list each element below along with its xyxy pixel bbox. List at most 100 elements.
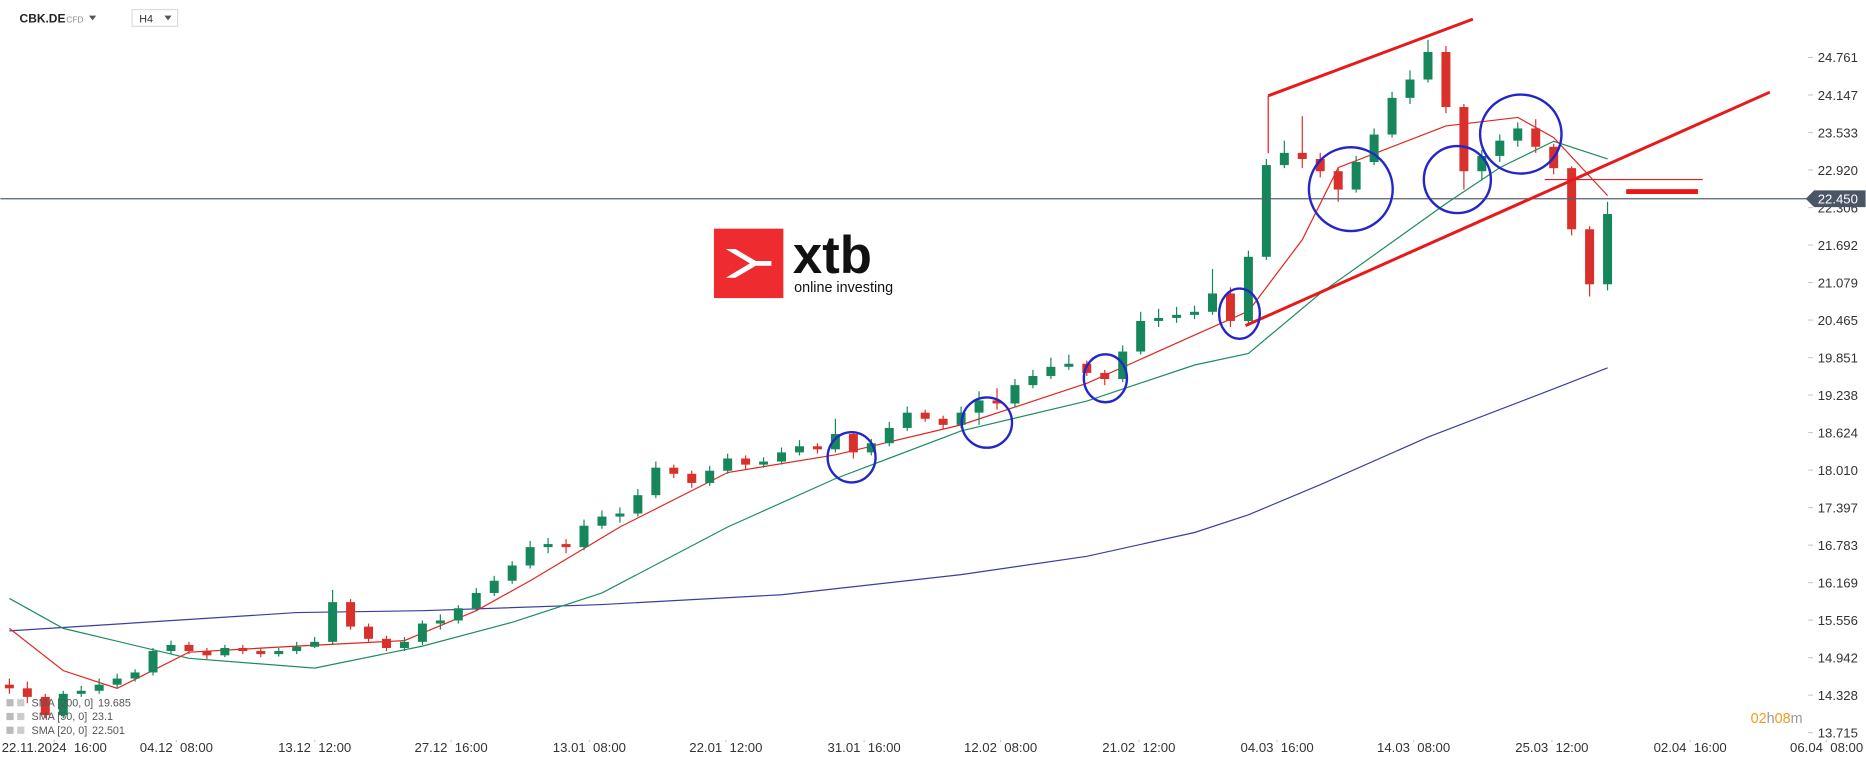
candle-body — [866, 443, 876, 453]
candle-body — [1243, 256, 1253, 321]
y-tick-label: 17.397 — [1818, 500, 1858, 515]
legend-icon — [6, 712, 14, 721]
legend-entry: SMA [50, 0] 23.1 — [32, 711, 113, 723]
candle-body — [1010, 385, 1020, 404]
candle-body — [274, 651, 284, 655]
candle-body — [76, 690, 86, 694]
y-tick-label: 18.010 — [1818, 463, 1858, 478]
candle-body — [1315, 158, 1325, 172]
circle-marker — [1422, 144, 1493, 215]
candle-body — [1154, 317, 1164, 321]
candle-body — [346, 602, 356, 627]
candle-body — [1136, 320, 1146, 352]
candle-body — [1495, 140, 1505, 156]
candle-body — [1046, 366, 1056, 376]
candle-body — [633, 495, 643, 514]
candle-body — [1100, 372, 1110, 380]
candle-body — [238, 647, 248, 652]
legend-icon — [17, 712, 25, 721]
x-tick-label: 22.11.2024 16:00 — [2, 740, 107, 755]
interval-dropdown[interactable] — [164, 15, 172, 21]
candle-body — [94, 684, 104, 691]
circle-marker — [1217, 287, 1262, 340]
legend-icon — [17, 726, 25, 734]
price-tag — [1805, 190, 1866, 208]
candle-body — [1261, 165, 1271, 257]
candle-body — [597, 516, 607, 526]
candle-body — [902, 412, 912, 428]
x-tick-label: 13.12 12:00 — [278, 740, 351, 755]
logo-tagline: online investing — [794, 280, 893, 296]
candle-body — [184, 644, 194, 652]
candle-body — [705, 470, 715, 483]
circle-marker — [960, 396, 1014, 449]
circle-marker — [1478, 93, 1563, 175]
candle-body — [1477, 155, 1487, 172]
y-tick-label: 20.465 — [1818, 313, 1858, 328]
header: CBK.DE CFD H4 — [20, 8, 179, 27]
candle-body — [112, 678, 122, 685]
candle-body — [795, 446, 804, 453]
candle-body — [1585, 229, 1595, 285]
candle-body — [1333, 171, 1343, 190]
candle-body — [4, 684, 14, 689]
y-tick-label: 22.920 — [1818, 163, 1858, 178]
candle-body — [1351, 162, 1361, 190]
candle-body — [381, 638, 391, 648]
y-tick-label: 24.147 — [1818, 88, 1858, 103]
interval: H4 — [139, 14, 153, 26]
candle-body — [435, 620, 445, 624]
plot-area — [0, 39, 1809, 719]
x-tick-label: 22.01 12:00 — [689, 740, 762, 755]
candle-body — [723, 458, 733, 471]
legend-value: 22.501 — [92, 725, 125, 737]
x-tick-label: 21.02 12:00 — [1102, 740, 1175, 755]
candle-body — [848, 434, 858, 453]
candle-body — [615, 513, 625, 517]
candle-body — [884, 427, 894, 444]
candle-body — [148, 651, 158, 673]
drawings — [826, 17, 1771, 484]
countdown-part: m — [1791, 711, 1803, 727]
interval-selector[interactable] — [131, 8, 179, 27]
legend: SMA [200, 0] 19.685 SMA [50, 0] 23.1 SMA [20… — [6, 697, 131, 737]
logo-icon — [725, 249, 772, 278]
x-tick-label: 31.01 16:00 — [828, 740, 901, 755]
x-tick-label: 04.03 16:00 — [1241, 740, 1314, 755]
legend-name: SMA [20, 0] — [32, 725, 88, 737]
candle-body — [130, 672, 140, 679]
circle-marker — [1082, 353, 1129, 404]
candle-body — [310, 641, 320, 647]
candle-body — [220, 647, 230, 656]
indicator-line — [9, 367, 1608, 632]
candle-body — [830, 434, 840, 450]
y-tick-label: 21.079 — [1818, 275, 1858, 290]
candle-body — [58, 693, 68, 716]
y-tick-label: 15.556 — [1818, 613, 1858, 628]
candle-body — [687, 473, 697, 483]
candle-body — [417, 623, 427, 642]
countdown: 02h08m — [1751, 711, 1803, 727]
x-tick-label: 02.04 16:00 — [1654, 740, 1727, 755]
countdown-part: h — [1767, 711, 1775, 727]
candle-body — [1513, 128, 1523, 141]
y-tick-label: 21.692 — [1818, 238, 1858, 253]
candle-body — [1297, 152, 1307, 159]
candle-body — [1423, 52, 1433, 80]
y-tick-label: 19.851 — [1818, 350, 1858, 365]
x-tick-label: 25.03 12:00 — [1515, 740, 1588, 755]
legend-value: 19.685 — [98, 697, 131, 709]
x-tick-label: 06.04 08:00 — [1790, 740, 1863, 755]
candle-body — [579, 525, 589, 548]
countdown-part: 02 — [1751, 711, 1767, 727]
candle-body — [525, 547, 535, 566]
legend-icon — [6, 699, 14, 707]
logo-brand: xtb — [793, 226, 872, 285]
symbol-dropdown[interactable] — [89, 15, 97, 21]
candle-body — [1369, 134, 1379, 163]
axis-overlay: 24.76124.14723.53322.92022.30621.69221.0… — [2, 50, 1866, 755]
legend-icon — [6, 726, 14, 734]
